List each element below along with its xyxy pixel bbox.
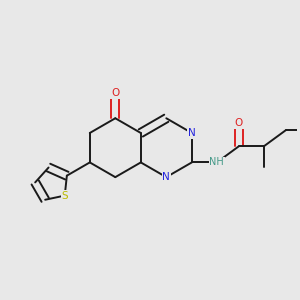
Text: NH: NH xyxy=(209,158,224,167)
Text: N: N xyxy=(188,128,196,138)
Text: O: O xyxy=(235,118,243,128)
Text: O: O xyxy=(111,88,119,98)
Text: S: S xyxy=(61,190,68,201)
Text: N: N xyxy=(162,172,170,182)
